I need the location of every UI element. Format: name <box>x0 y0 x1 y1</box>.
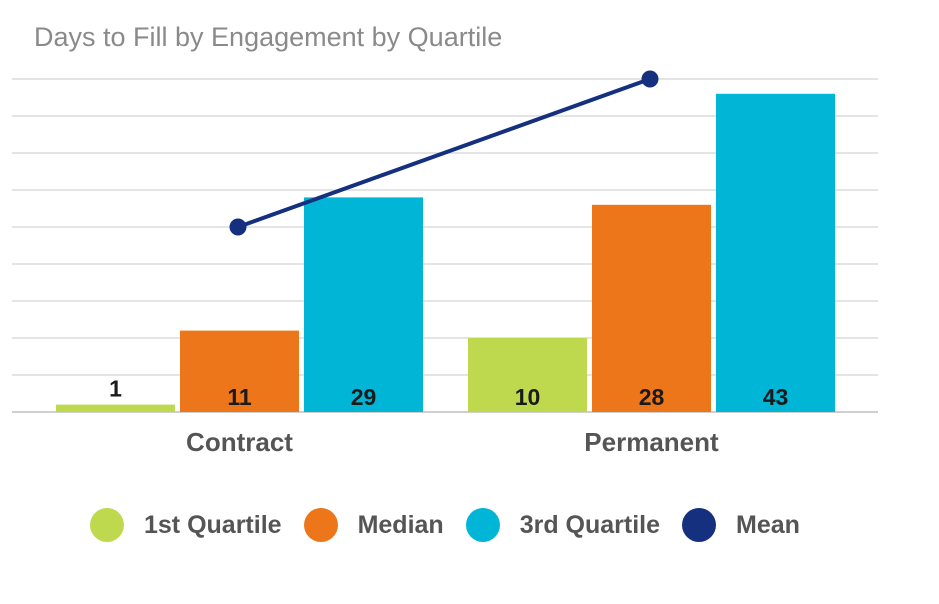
data-label: 43 <box>763 384 789 410</box>
legend-label: 1st Quartile <box>144 510 282 539</box>
bars <box>56 93 835 413</box>
legend: 1st Quartile Median 3rd Quartile Mean <box>90 508 822 542</box>
bar-3rd-quartile-contract <box>304 197 423 412</box>
legend-item-3rd-quartile: 3rd Quartile <box>465 508 661 542</box>
data-label: 10 <box>515 384 541 410</box>
legend-swatch <box>90 508 124 542</box>
legend-item-1st-quartile: 1st Quartile <box>90 508 282 542</box>
chart-title: Days to Fill by Engagement by Quartile <box>34 22 503 52</box>
legend-item-mean: Mean <box>682 508 800 542</box>
legend-item-median: Median <box>303 508 444 542</box>
legend-label: Mean <box>736 510 800 539</box>
bar-1st-quartile-contract <box>56 404 175 412</box>
mean-line <box>237 77 651 229</box>
chart-plot: 1 11 29 10 28 43 Contract Permanent <box>12 70 878 457</box>
data-labels: 1 11 29 10 28 43 <box>109 376 788 410</box>
legend-label: Median <box>357 510 444 539</box>
data-label: 29 <box>351 384 377 410</box>
data-label: 11 <box>227 384 252 410</box>
mean-point <box>229 218 247 236</box>
bar-median-contract <box>180 330 299 412</box>
legend-swatch <box>682 508 717 542</box>
legend-swatch <box>465 508 500 542</box>
mean-line-layer <box>229 70 659 236</box>
data-label: 28 <box>639 384 665 410</box>
category-labels: Contract Permanent <box>186 427 719 457</box>
data-label: 1 <box>109 376 122 402</box>
bar-1st-quartile-permanent <box>468 338 587 412</box>
legend-label: 3rd Quartile <box>519 510 661 539</box>
category-label-permanent: Permanent <box>584 427 719 457</box>
category-label-contract: Contract <box>186 427 293 457</box>
legend-swatch <box>303 508 338 542</box>
bar-median-permanent <box>592 204 711 412</box>
mean-point <box>641 70 659 88</box>
bar-3rd-quartile-permanent <box>716 93 835 413</box>
